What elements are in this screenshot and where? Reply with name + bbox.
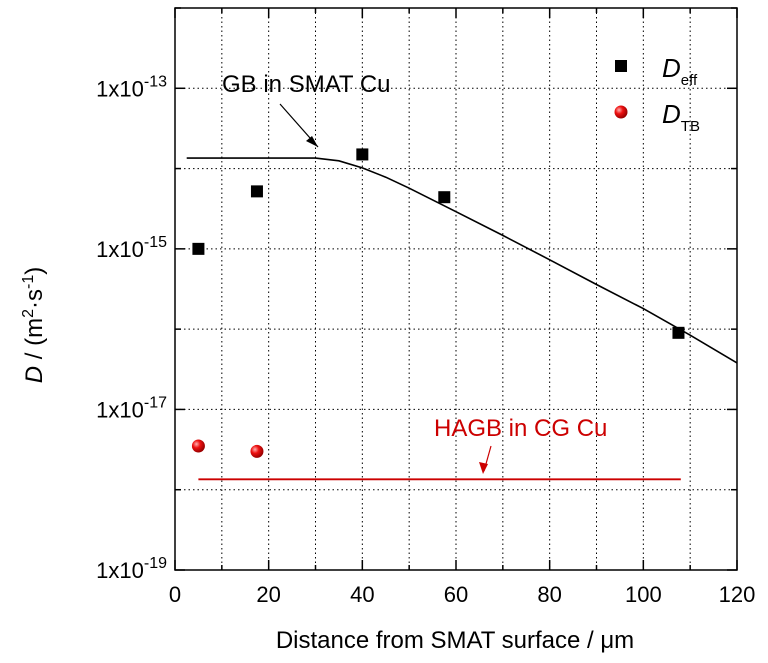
annotations: GB in SMAT Cu HAGB in CG Cu (222, 71, 607, 474)
annotation-gb-smat: GB in SMAT Cu (222, 71, 391, 98)
legend-marker-tb (614, 105, 628, 119)
point-eff (438, 191, 451, 204)
x-tick-label: 100 (625, 582, 662, 607)
x-tick-label: 40 (350, 582, 374, 607)
point-eff (672, 326, 685, 339)
data-points (191, 148, 685, 458)
y-axis-title: D / (m2·s-1) (20, 267, 48, 383)
y-tick-labels: 1x10-13 1x10-15 1x10-17 1x10-19 (96, 73, 167, 583)
legend-label-eff: Deff (662, 53, 698, 89)
point-tb (250, 444, 264, 458)
grid-lines (175, 8, 737, 570)
x-tick-labels: 0 20 40 60 80 100 120 (169, 582, 755, 607)
annotation-hagb-cg: HAGB in CG Cu (434, 415, 607, 442)
fit-lines (186, 157, 738, 481)
annotation-arrowhead-hagb (479, 462, 488, 474)
annotation-arrowhead-gb (306, 136, 318, 147)
y-tick-label: 1x10-19 (96, 555, 167, 583)
legend-marker-eff (615, 60, 627, 72)
x-tick-label: 20 (256, 582, 280, 607)
legend-label-tb: DTB (662, 99, 700, 135)
x-tick-label: 80 (537, 582, 561, 607)
x-axis-title: Distance from SMAT surface / μm (276, 627, 634, 654)
y-tick-label: 1x10-17 (96, 394, 167, 422)
x-tick-label: 120 (719, 582, 756, 607)
x-tick-label: 0 (169, 582, 181, 607)
point-tb (191, 439, 205, 453)
point-eff (192, 242, 205, 255)
point-eff (356, 148, 369, 161)
line-gb-smat (186, 157, 738, 364)
point-eff (250, 185, 263, 198)
plot-frame (174, 7, 738, 571)
y-tick-label: 1x10-15 (96, 234, 167, 262)
x-tick-label: 60 (444, 582, 468, 607)
legend: Deff DTB (614, 53, 700, 135)
y-tick-label: 1x10-13 (96, 73, 167, 101)
